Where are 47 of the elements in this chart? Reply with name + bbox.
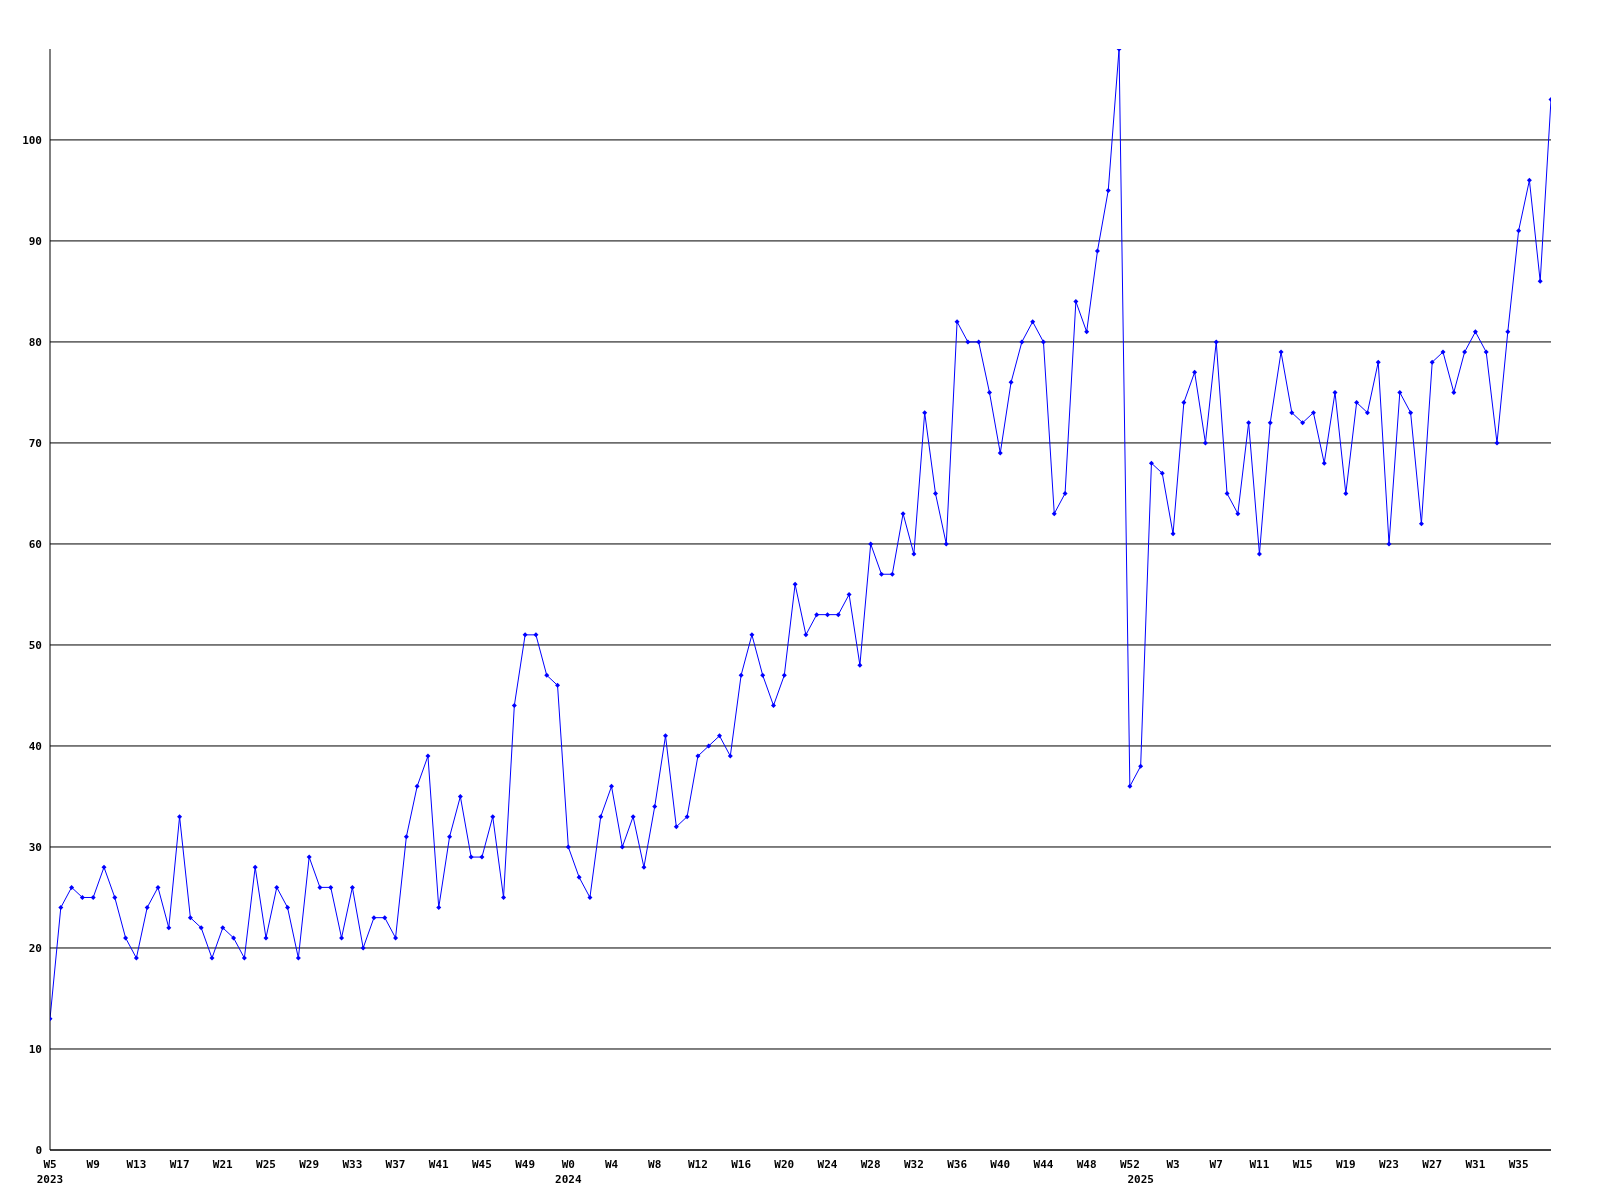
x-tick-label: W29: [299, 1158, 320, 1171]
y-tick-label: 10: [28, 1042, 42, 1056]
y-tick-label: 90: [28, 234, 42, 248]
x-tick-label: W25: [256, 1158, 276, 1171]
x-tick-label: W23: [1379, 1158, 1399, 1171]
x-tick-label: W35: [1508, 1158, 1529, 1171]
x-tick-label: W24: [817, 1158, 838, 1171]
x-tick-label: W17: [169, 1158, 190, 1171]
x-tick-label: W48: [1076, 1158, 1097, 1171]
x-tick-label: W21: [212, 1158, 234, 1171]
x-tick-label: W31: [1465, 1158, 1486, 1171]
x-tick-label: W12: [687, 1158, 708, 1171]
y-tick-label: 20: [28, 941, 42, 955]
x-tick-label: W4: [604, 1158, 619, 1171]
x-tick-label: W11: [1249, 1158, 1270, 1171]
x-tick-label: W0 2024: [555, 1158, 582, 1186]
y-tick-label: 70: [28, 436, 42, 450]
x-tick-label: W37: [385, 1158, 406, 1171]
x-tick-label: W33: [342, 1158, 363, 1171]
x-tick-label: W52: [1119, 1158, 1140, 1171]
y-tick-label: 100: [22, 133, 42, 147]
x-tick-label: W40: [990, 1158, 1011, 1171]
x-tick-label: W8: [648, 1158, 662, 1171]
x-tick-label: W15: [1292, 1158, 1313, 1171]
x-tick-label: W13: [126, 1158, 147, 1171]
x-tick-label: W5 2023: [36, 1158, 64, 1186]
x-tick-label: W28: [860, 1158, 881, 1171]
x-tick-label: W36: [947, 1158, 968, 1171]
x-tick-label: W49: [515, 1158, 536, 1171]
x-tick-label: W3: [1166, 1158, 1180, 1171]
y-tick-label: 0: [35, 1143, 42, 1157]
x-tick-label: W16: [731, 1158, 752, 1171]
x-tick-label: W7: [1209, 1158, 1223, 1171]
x-tick-label: 2025: [1127, 1173, 1154, 1186]
y-tick-label: 60: [28, 537, 42, 551]
y-tick-label: 50: [28, 638, 42, 652]
y-tick-label: 80: [28, 335, 42, 349]
x-tick-label: W27: [1422, 1158, 1443, 1171]
x-tick-label: W20: [774, 1158, 795, 1171]
y-tick-label: 30: [28, 840, 42, 854]
y-tick-label: 40: [28, 739, 42, 753]
x-tick-label: W32: [903, 1158, 924, 1171]
x-tick-label: W9: [86, 1158, 100, 1171]
x-tick-label: W45: [472, 1158, 492, 1171]
x-tick-label: W44: [1033, 1158, 1054, 1171]
x-tick-label: W19: [1335, 1158, 1356, 1171]
x-tick-label: W41: [428, 1158, 450, 1171]
